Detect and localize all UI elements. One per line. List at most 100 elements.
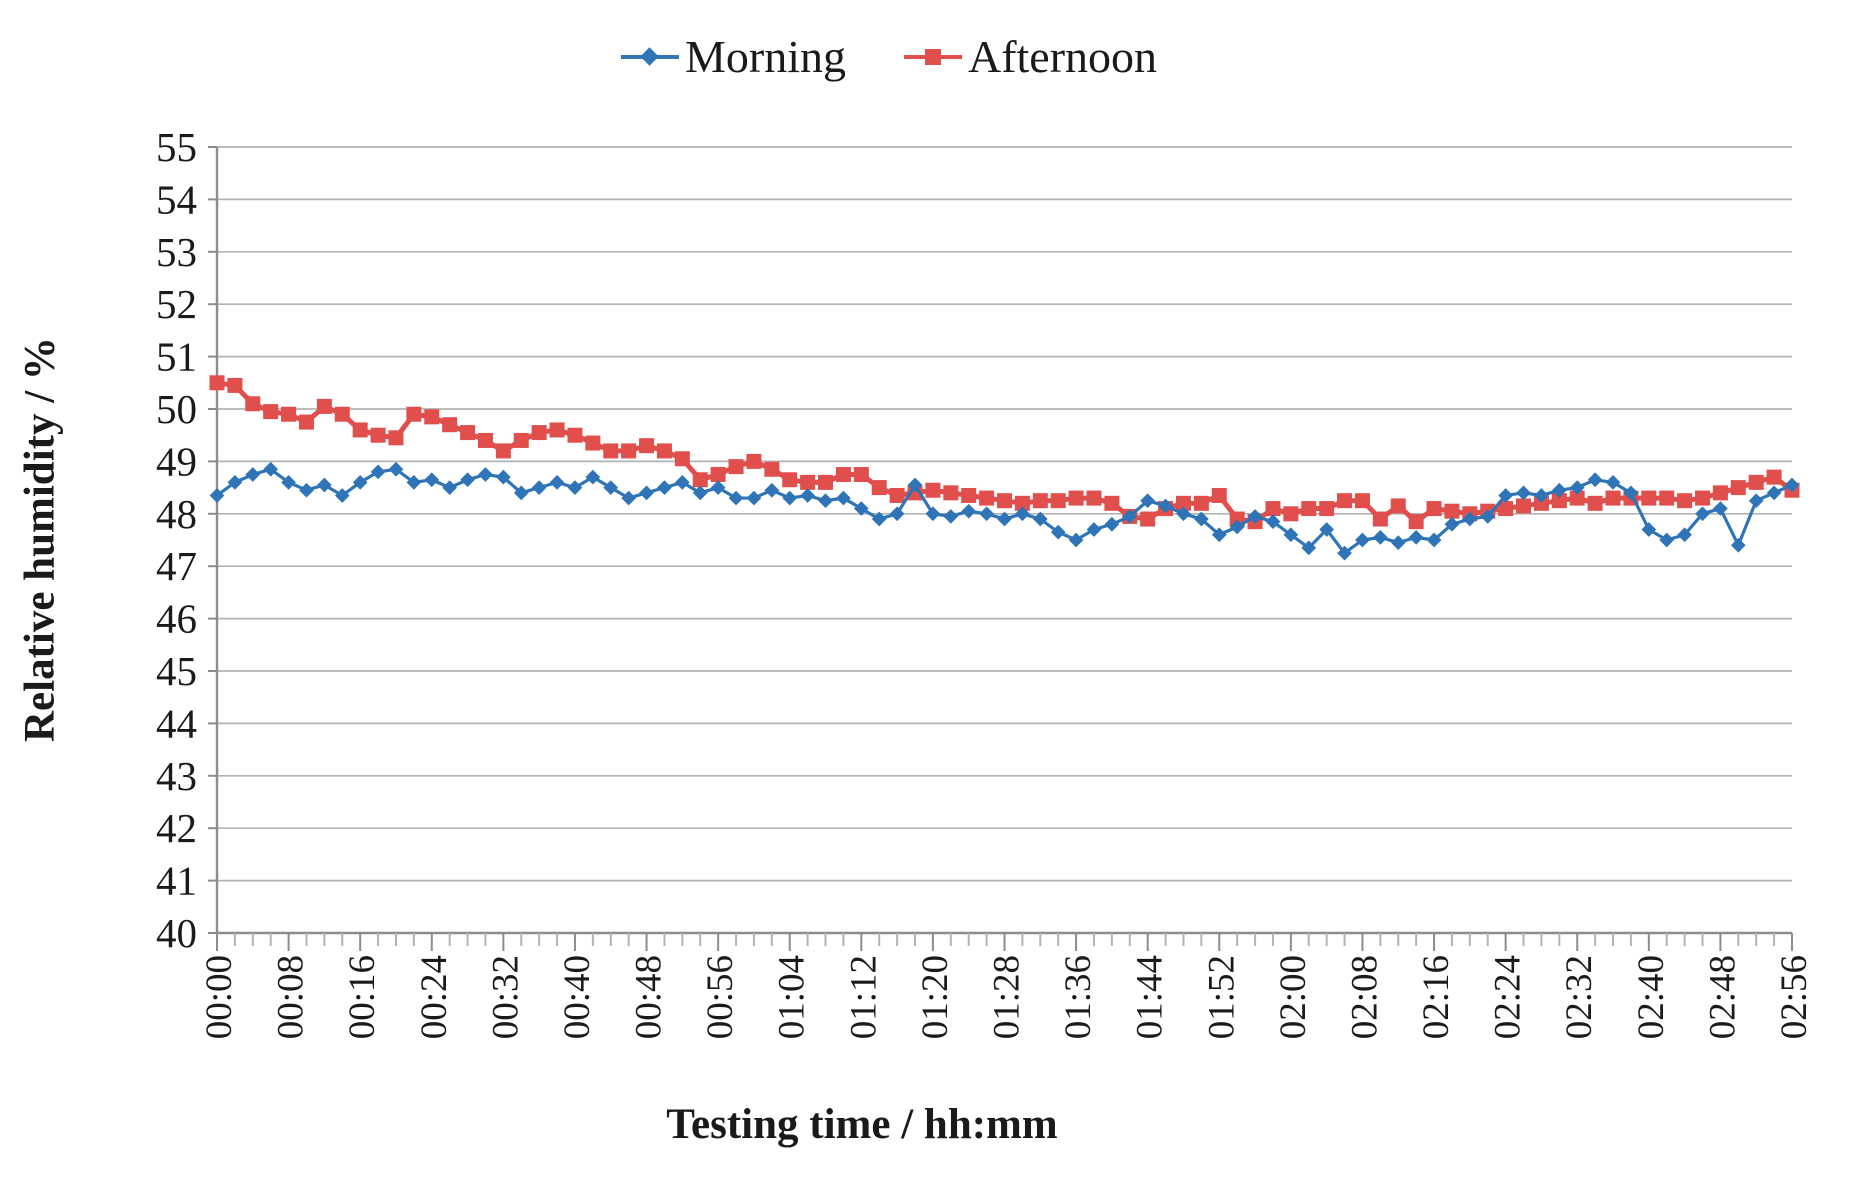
- diamond-marker-icon: [1426, 532, 1442, 548]
- square-marker-icon: [764, 461, 780, 477]
- diamond-marker-icon: [317, 477, 332, 493]
- square-marker-icon: [1533, 495, 1549, 511]
- diamond-marker-icon: [907, 477, 923, 493]
- diamond-marker-icon: [1551, 482, 1567, 498]
- square-marker-icon: [1766, 469, 1782, 485]
- square-marker-icon: [639, 438, 655, 454]
- square-marker-icon: [1229, 511, 1245, 527]
- diamond-marker-icon: [1068, 532, 1084, 548]
- square-marker-icon: [1677, 493, 1693, 509]
- diamond-marker-icon: [1211, 527, 1227, 543]
- y-tick-label: 50: [156, 386, 197, 432]
- legend: Morning Afternoon: [0, 30, 1816, 83]
- x-axis-title: Testing time / hh:mm: [666, 1101, 1058, 1148]
- y-tick-label: 49: [156, 438, 197, 484]
- diamond-marker-icon: [1158, 498, 1173, 514]
- x-tick-label: 00:08: [271, 955, 312, 1039]
- legend-item-afternoon: Afternoon: [903, 30, 1157, 83]
- y-tick-label: 48: [156, 491, 197, 537]
- x-tick-label: 01:20: [915, 955, 956, 1039]
- diamond-marker-icon: [1265, 514, 1281, 530]
- square-marker-icon: [1569, 490, 1585, 506]
- diamond-marker-icon: [728, 490, 744, 506]
- square-marker-icon: [1068, 490, 1084, 506]
- diamond-marker-icon: [1587, 472, 1603, 488]
- x-tick-label: 01:28: [987, 955, 1028, 1039]
- y-tick-label: 44: [156, 700, 197, 746]
- square-marker-icon: [1444, 503, 1460, 519]
- y-tick-label: 52: [156, 281, 197, 327]
- square-marker-icon: [388, 430, 404, 446]
- square-marker-icon: [961, 487, 977, 503]
- diamond-marker-icon: [1605, 475, 1621, 490]
- square-marker-icon: [674, 451, 690, 467]
- square-marker-icon: [1659, 490, 1675, 506]
- diamond-marker-icon: [1086, 522, 1102, 537]
- square-marker-icon: [495, 443, 511, 459]
- square-marker-icon: [997, 493, 1012, 509]
- diamond-marker-icon: [1677, 527, 1692, 543]
- diamond-marker-icon: [370, 464, 386, 480]
- y-tick-label: 54: [156, 176, 197, 222]
- x-tick-label: 00:16: [342, 955, 383, 1039]
- axes-lines: [215, 147, 1792, 935]
- square-marker-icon: [263, 404, 279, 420]
- square-marker-icon: [227, 377, 243, 393]
- diamond-marker-icon: [1516, 485, 1531, 501]
- diamond-marker-icon: [1032, 511, 1048, 527]
- x-tick-label: 02:00: [1273, 955, 1314, 1039]
- diamond-marker-icon: [710, 480, 726, 495]
- square-marker-icon: [334, 406, 350, 422]
- square-marker-icon: [316, 398, 332, 414]
- square-marker-icon: [442, 417, 458, 433]
- diamond-marker-icon: [1748, 493, 1764, 509]
- diamond-marker-icon: [1462, 511, 1478, 527]
- diamond-marker-icon: [1122, 509, 1138, 524]
- square-marker-icon: [1032, 493, 1048, 509]
- diamond-marker-icon: [1480, 509, 1496, 524]
- square-marker-icon: [1498, 501, 1514, 517]
- square-marker-icon: [800, 474, 816, 490]
- square-marker-icon: [692, 472, 708, 488]
- x-axis-ticks-labels: 00:00 00:08 00:16 00:24 00:32 00:40 00:48 00:56…: [199, 933, 1815, 1039]
- x-tick-label: 02:24: [1488, 955, 1529, 1039]
- diamond-marker-icon: [603, 480, 619, 495]
- diamond-marker-icon: [478, 467, 493, 482]
- diamond-marker-icon: [1337, 545, 1352, 561]
- x-tick-label: 00:24: [414, 955, 455, 1039]
- square-marker-icon: [1283, 506, 1299, 522]
- square-marker-icon: [1140, 511, 1156, 527]
- square-marker-icon: [1354, 493, 1370, 509]
- square-marker-icon: [460, 425, 476, 441]
- diamond-marker-icon: [1104, 516, 1120, 532]
- diamond-marker-icon: [746, 490, 762, 506]
- y-tick-label: 43: [156, 753, 197, 799]
- square-marker-icon: [567, 427, 583, 443]
- x-tick-label: 02:32: [1559, 955, 1600, 1039]
- square-marker-icon: [1319, 501, 1335, 517]
- square-marker-icon: [1265, 501, 1281, 517]
- square-marker-icon: [746, 453, 762, 469]
- x-tick-label: 01:12: [843, 955, 884, 1039]
- diamond-marker-icon: [460, 472, 475, 488]
- square-marker-icon: [1605, 490, 1621, 506]
- diamond-marker-icon: [567, 480, 583, 495]
- square-marker-icon: [1730, 480, 1746, 496]
- x-tick-label: 00:48: [629, 955, 670, 1039]
- x-tick-label: 01:04: [772, 955, 813, 1039]
- diamond-marker-icon: [1641, 522, 1657, 537]
- series-afternoon: [209, 375, 1800, 530]
- legend-label-morning: Morning: [684, 31, 846, 82]
- square-marker-icon: [925, 482, 941, 498]
- diamond-marker-icon: [925, 506, 941, 522]
- y-tick-label: 47: [156, 543, 197, 589]
- x-tick-label: 02:40: [1631, 955, 1672, 1039]
- square-marker-icon: [603, 443, 619, 459]
- square-marker-icon: [531, 425, 547, 441]
- square-marker-icon: [1050, 493, 1066, 509]
- diamond-marker-icon: [531, 480, 547, 495]
- y-tick-label: 51: [156, 334, 197, 380]
- diamond-marker-icon: [1372, 530, 1388, 545]
